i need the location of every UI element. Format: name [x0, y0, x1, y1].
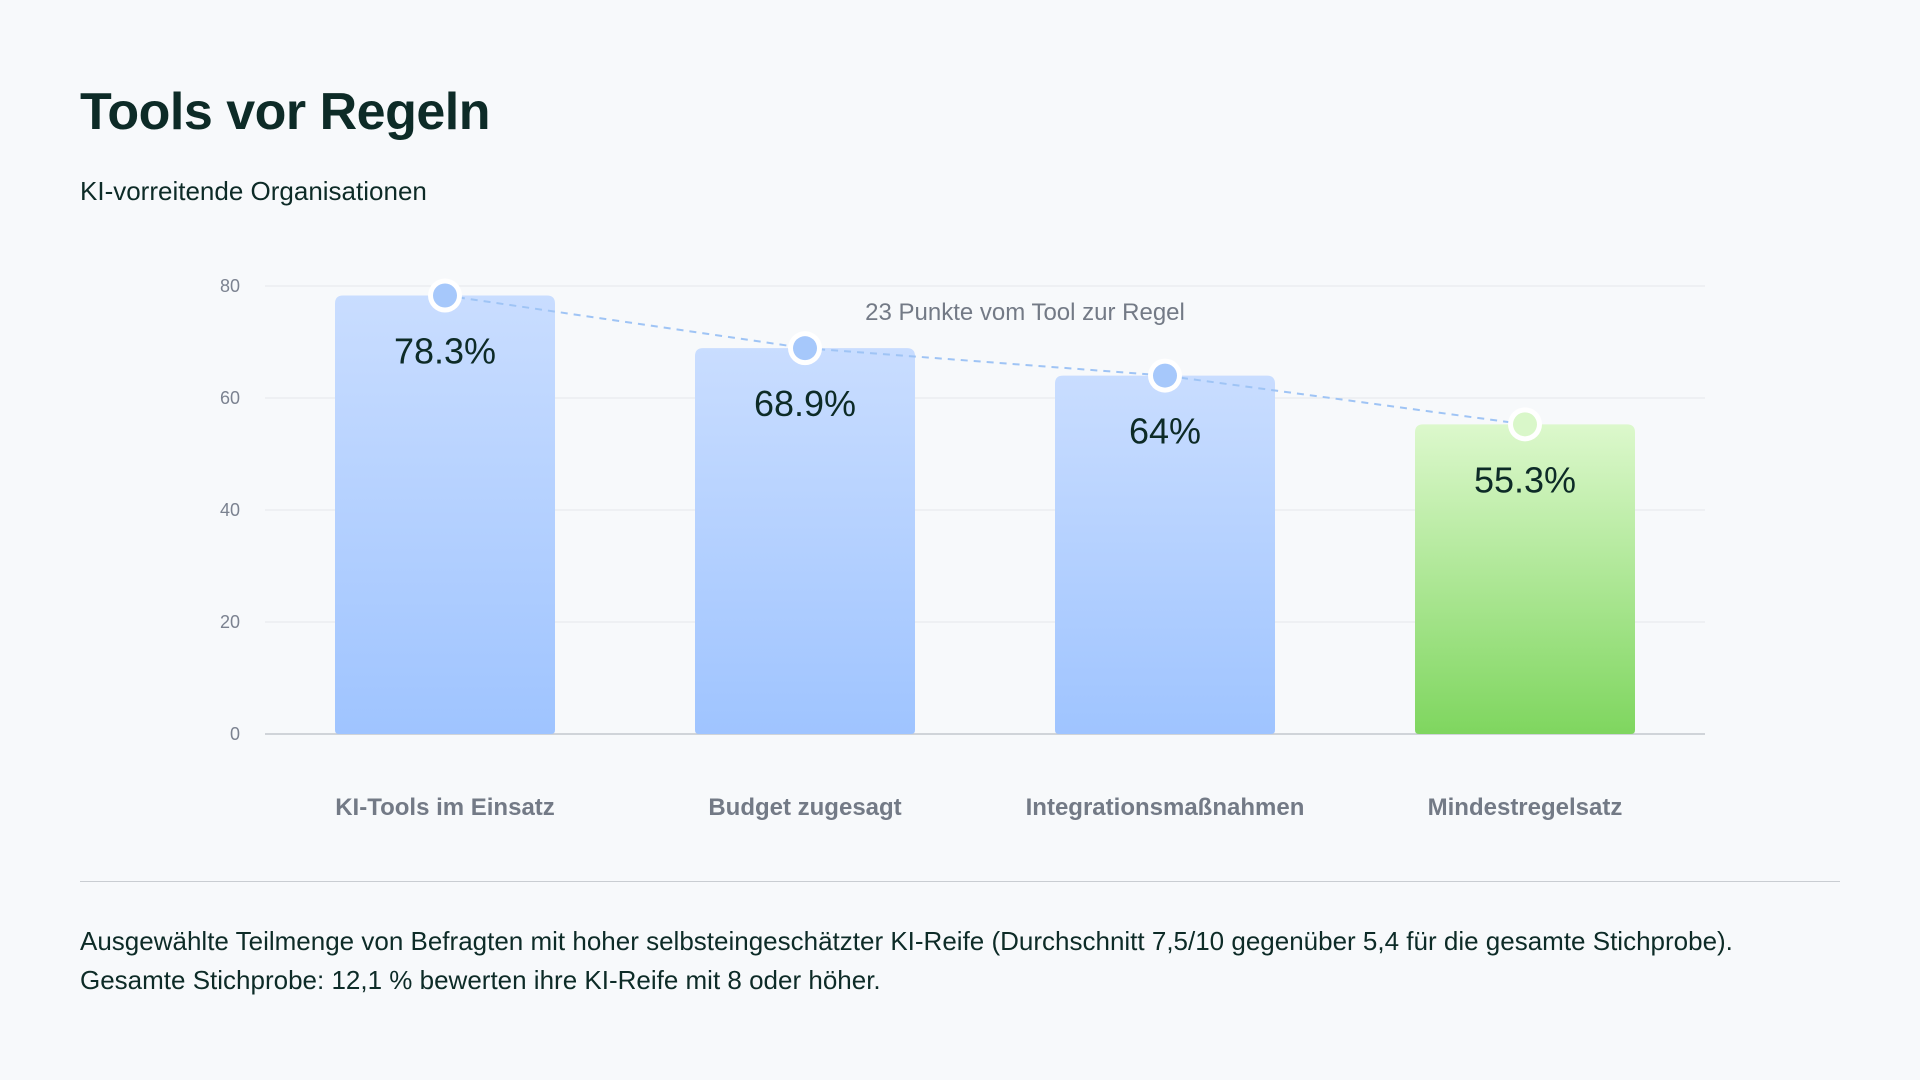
- value-label: 64%: [1129, 411, 1201, 452]
- divider: [80, 881, 1840, 882]
- y-tick-label: 0: [230, 724, 240, 744]
- footnote: Ausgewählte Teilmenge von Befragten mit …: [80, 926, 1733, 995]
- bar: [335, 295, 555, 734]
- value-label: 55.3%: [1474, 459, 1576, 500]
- y-tick-label: 80: [220, 276, 240, 296]
- trend-marker: [433, 283, 457, 308]
- trend-annotation: 23 Punkte vom Tool zur Regel: [865, 299, 1185, 326]
- bar: [1415, 424, 1635, 734]
- bar: [1055, 375, 1275, 734]
- trend-marker: [1513, 412, 1537, 437]
- category-label: KI-Tools im Einsatz: [335, 794, 555, 821]
- bar: [695, 348, 915, 734]
- y-tick-label: 60: [220, 388, 240, 408]
- category-label: Integrationsmaßnahmen: [1026, 794, 1305, 821]
- trend-marker: [1153, 363, 1177, 388]
- value-label: 68.9%: [754, 383, 856, 424]
- page-title: Tools vor Regeln: [80, 83, 490, 141]
- page-subtitle: KI-vorreitende Organisationen: [80, 176, 427, 206]
- category-label: Mindestregelsatz: [1428, 794, 1623, 821]
- trend-marker: [793, 336, 817, 361]
- y-tick-label: 40: [220, 500, 240, 520]
- value-label: 78.3%: [394, 331, 496, 372]
- category-label: Budget zugesagt: [708, 794, 901, 821]
- y-tick-label: 20: [220, 612, 240, 632]
